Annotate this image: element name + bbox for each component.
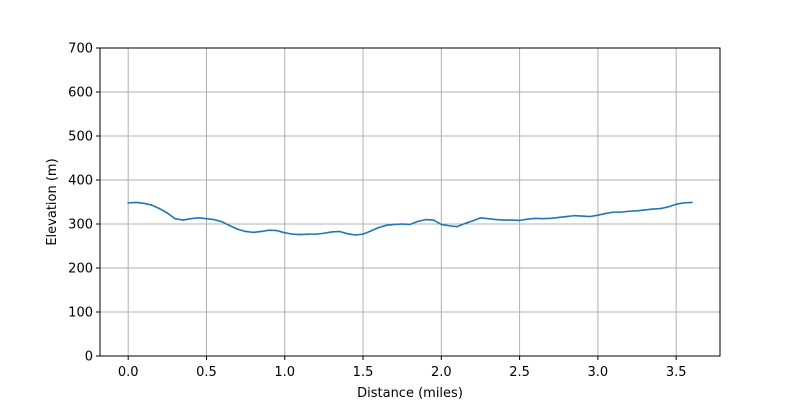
x-tick-label: 1.5 [353,365,374,380]
data-point [479,217,482,219]
data-point [518,219,521,222]
data-point [651,208,654,210]
data-point [667,206,670,208]
data-point [557,216,560,219]
data-point [620,211,623,213]
data-point [346,232,349,235]
x-tick-label: 3.5 [666,365,687,380]
y-axis-label: Elevation (m) [45,158,60,245]
data-point [424,218,427,221]
data-point [135,201,137,204]
data-point [370,230,372,232]
data-point [323,232,325,235]
y-tick-label: 300 [68,218,93,233]
data-point [205,217,208,220]
data-point [417,220,419,223]
data-point [291,233,294,235]
data-point [542,217,544,220]
x-tick-label: 2.0 [431,365,452,380]
data-point [628,210,630,213]
data-point [675,203,677,205]
data-point [573,214,576,217]
data-point [565,215,568,218]
data-point [354,234,357,236]
data-point [182,219,184,221]
data-point [229,224,231,227]
data-point [510,219,513,221]
y-tick-label: 100 [68,306,93,321]
data-point [213,218,216,221]
tick-layer: 0.0 0.5 1.0 1.5 2.0 2.5 3.0 3.5 0 100 200 300 400 500… [68,42,686,381]
data-point [604,212,607,215]
data-point [143,202,145,205]
data-point [236,228,239,231]
data-point [299,233,302,236]
data-point [252,231,255,234]
data-point [448,224,450,227]
x-tick-label: 0.5 [196,365,217,380]
data-point [495,218,497,221]
data-point [330,231,333,233]
data-point [471,220,474,222]
data-point [158,207,161,210]
data-point [307,233,310,235]
data-point [534,217,537,220]
y-tick-label: 500 [68,130,93,145]
data-point [393,223,396,226]
data-point [503,219,505,221]
y-tick-label: 700 [68,42,93,57]
data-point [409,223,411,226]
data-point [190,217,192,220]
data-point [456,225,458,228]
x-axis-label: Distance (miles) [357,386,463,400]
data-point [597,214,599,216]
data-point [283,232,286,234]
data-point [127,202,129,204]
x-tick-label: 3.0 [588,365,609,380]
data-point [636,210,638,212]
data-point [197,217,200,219]
data-point [276,229,278,232]
data-point [432,219,435,221]
y-tick-label: 600 [68,86,93,101]
axes-frame [99,47,721,357]
data-point [612,211,615,213]
data-point [550,217,552,220]
y-tick-label: 0 [85,350,93,365]
data-point [150,204,153,206]
data-point [338,230,341,233]
x-tick-label: 0.0 [118,365,139,380]
data-point [691,201,693,204]
data-point [487,217,490,220]
data-point [659,207,662,210]
data-point [244,230,247,233]
data-point [174,217,176,220]
data-point [315,233,317,235]
y-tick-label: 400 [68,174,93,189]
data-point [589,215,591,218]
grid-layer [100,47,720,357]
data-point [377,226,380,229]
x-tick-label: 1.0 [274,365,295,380]
data-point [526,218,529,220]
x-tick-label: 2.5 [509,365,530,380]
data-point [440,223,443,226]
data-point [683,202,685,204]
data-point [401,223,403,225]
y-tick-label: 200 [68,262,93,277]
data-point [221,221,223,223]
data-point [463,222,466,225]
data-point [260,230,263,233]
plot-layer [127,201,693,236]
data-point [385,224,388,227]
data-point [644,209,646,211]
data-point [362,233,364,235]
data-point [268,229,270,231]
data-point [166,212,169,214]
data-point [581,215,584,217]
